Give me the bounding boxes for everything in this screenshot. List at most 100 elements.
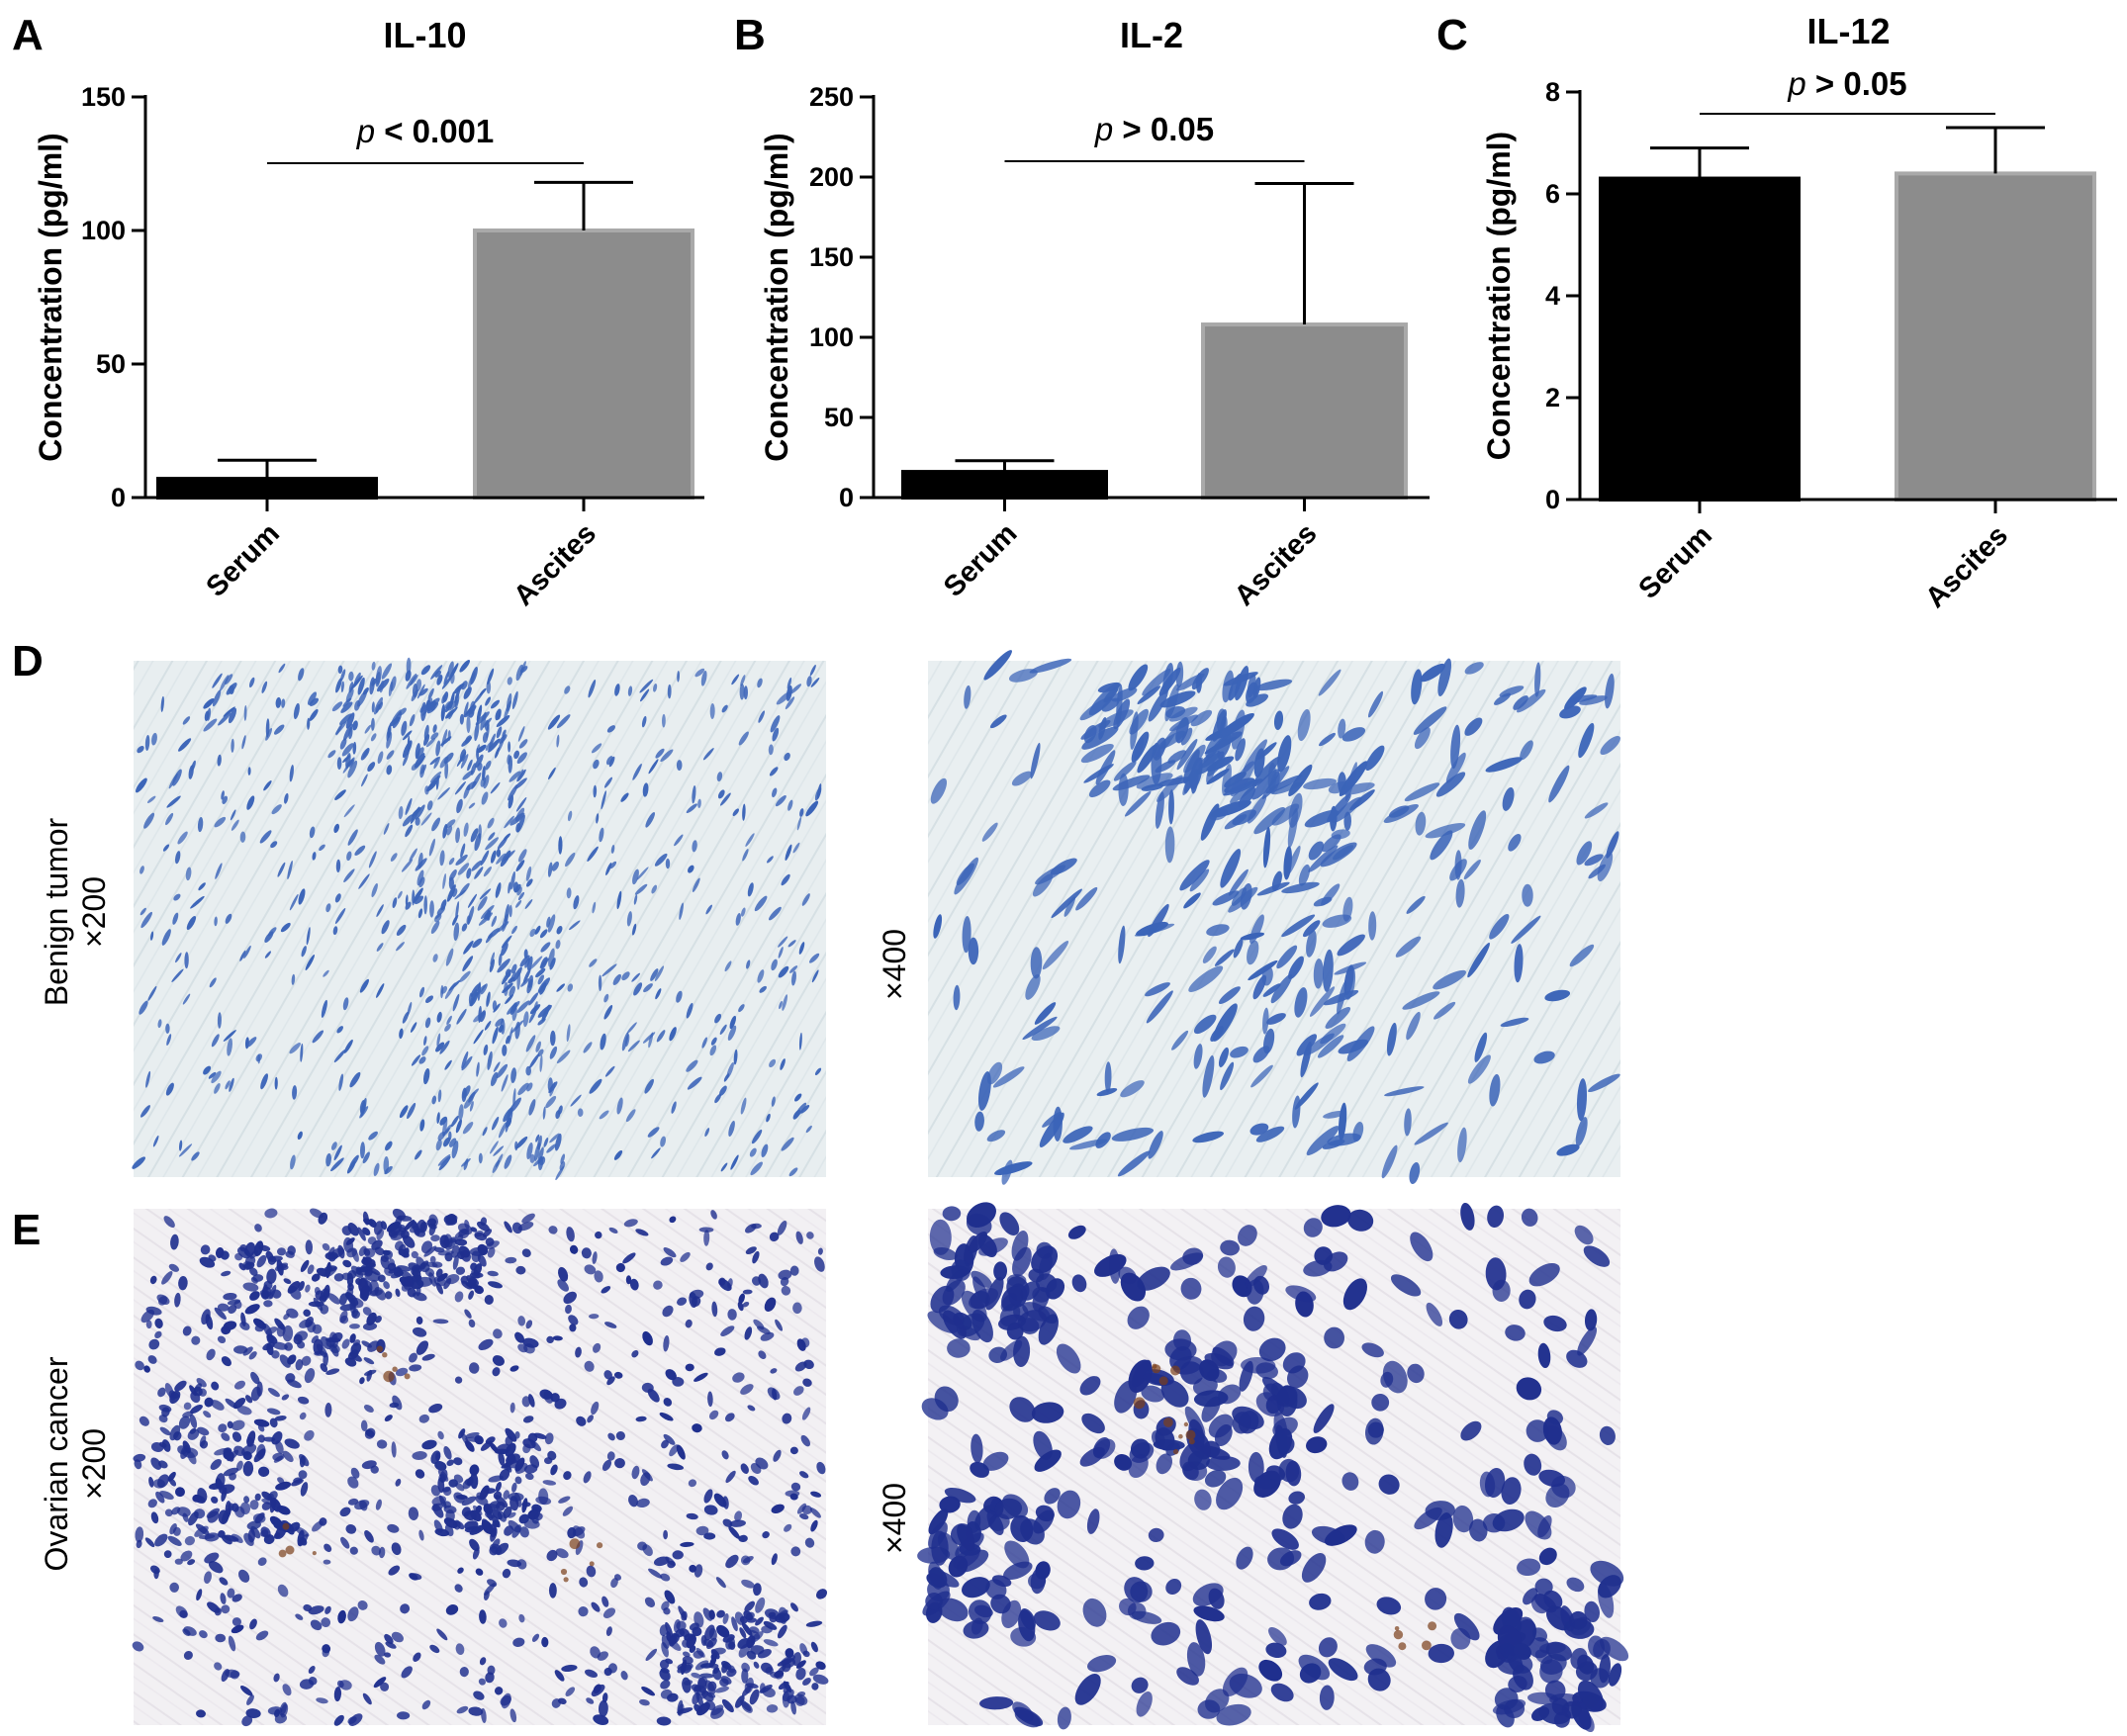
bar-serum	[901, 470, 1108, 500]
nucleus	[702, 1607, 713, 1621]
nucleus	[359, 978, 369, 993]
nucleus	[208, 1561, 224, 1574]
nucleus	[431, 1095, 437, 1105]
nucleus	[591, 1401, 600, 1416]
nucleus	[267, 1706, 283, 1715]
nucleus	[453, 1457, 463, 1466]
nucleus	[633, 894, 638, 905]
nucleus	[461, 923, 468, 932]
nucleus	[266, 1268, 277, 1284]
nucleus	[968, 937, 979, 965]
nucleus	[677, 1297, 688, 1306]
nucleus	[700, 1690, 709, 1699]
nucleus	[767, 1387, 781, 1401]
nucleus	[1202, 1054, 1215, 1098]
nucleus	[534, 925, 541, 935]
nucleus	[495, 1018, 505, 1027]
nucleus	[805, 800, 819, 817]
nucleus	[362, 1307, 372, 1316]
nucleus	[777, 1624, 787, 1639]
nucleus	[172, 769, 182, 786]
nucleus	[1156, 1453, 1173, 1475]
nucleus	[358, 873, 370, 889]
nucleus	[281, 698, 286, 708]
nucleus	[981, 822, 998, 842]
nucleus	[1435, 772, 1466, 797]
nucleus	[345, 1524, 357, 1534]
nucleus	[514, 1136, 528, 1149]
nucleus	[816, 1461, 826, 1475]
nucleus	[1053, 1106, 1063, 1142]
nucleus	[504, 1154, 512, 1169]
nucleus	[561, 1664, 578, 1673]
nucleus	[397, 1711, 411, 1720]
nucleus	[663, 1398, 673, 1407]
nucleus	[539, 929, 548, 939]
nucleus	[256, 1254, 267, 1268]
nucleus	[336, 757, 342, 770]
nucleus	[341, 1338, 350, 1349]
nucleus	[481, 1707, 487, 1723]
nucleus	[771, 959, 778, 971]
nucleus	[392, 897, 398, 909]
nucleus	[614, 1457, 625, 1469]
nucleus	[433, 1519, 443, 1533]
nucleus	[184, 952, 189, 969]
nucleus	[374, 1287, 387, 1301]
nucleus	[488, 738, 501, 753]
nucleus	[211, 1070, 222, 1084]
nucleus	[1313, 896, 1333, 907]
nucleus	[1544, 989, 1571, 1002]
nucleus	[1128, 1454, 1149, 1479]
nucleus	[212, 673, 223, 688]
nucleus	[432, 724, 437, 733]
nucleus	[933, 914, 943, 939]
nucleus	[145, 1070, 151, 1088]
nucleus	[796, 1503, 807, 1514]
nucleus	[732, 808, 740, 817]
nucleus	[350, 1265, 364, 1279]
nucleus	[509, 1402, 515, 1414]
nucleus	[132, 1641, 144, 1652]
nucleus	[182, 1325, 192, 1336]
x-tick-label: Ascites	[508, 517, 602, 612]
nucleus	[593, 784, 598, 798]
nucleus	[1064, 896, 1076, 917]
nucleus	[199, 1534, 216, 1540]
nucleus	[588, 680, 597, 698]
nucleus	[750, 1631, 764, 1643]
brown-stain	[563, 1577, 569, 1583]
nucleus	[254, 1493, 261, 1502]
nucleus	[419, 764, 425, 778]
nucleus	[651, 884, 658, 894]
nucleus	[598, 1699, 608, 1717]
nucleus	[734, 1694, 745, 1708]
nucleus	[714, 1686, 729, 1693]
nucleus	[455, 1266, 466, 1275]
nucleus	[509, 985, 515, 997]
nucleus	[168, 1263, 180, 1272]
nucleus	[445, 1214, 457, 1224]
nucleus	[979, 1696, 1014, 1710]
nucleus	[589, 1078, 602, 1094]
nucleus	[160, 695, 164, 712]
nucleus	[423, 1245, 437, 1257]
nucleus	[1428, 1643, 1454, 1664]
nucleus	[437, 1131, 446, 1142]
nucleus	[490, 952, 496, 965]
nucleus	[139, 907, 146, 916]
nucleus	[1141, 1385, 1165, 1403]
nucleus	[721, 1450, 729, 1460]
nucleus	[339, 1293, 348, 1306]
nucleus	[174, 1558, 183, 1565]
nucleus	[361, 1256, 373, 1265]
nucleus	[340, 701, 353, 713]
nucleus	[1537, 1342, 1551, 1369]
nucleus	[199, 1256, 216, 1268]
nucleus	[686, 1059, 698, 1072]
nucleus	[535, 1496, 552, 1506]
nucleus	[1365, 1644, 1397, 1668]
nucleus	[433, 1276, 446, 1287]
nucleus	[354, 699, 361, 711]
